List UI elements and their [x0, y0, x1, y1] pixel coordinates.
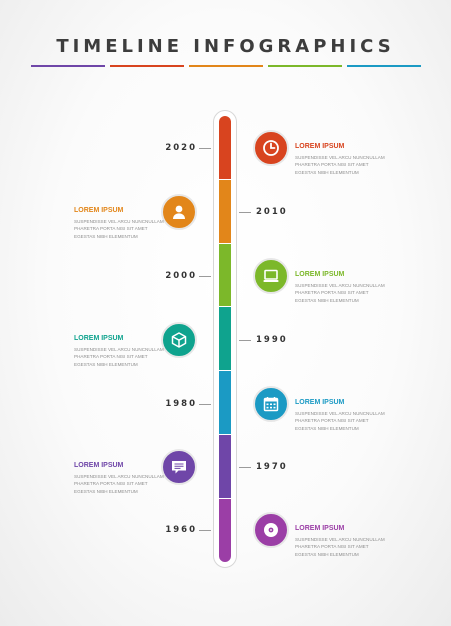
description-line: EGESTAS NIBH ELEMENTUM [74, 233, 138, 239]
timeline-segment-magenta [219, 499, 231, 562]
clock-node [253, 130, 289, 166]
event-heading: LOREM IPSUM [295, 399, 345, 406]
timeline-segment-red [219, 116, 231, 179]
event-description: SUSPENDISSE VEL ARCU NUNCNULLAM PHARETRA … [74, 218, 170, 240]
description-line: SUSPENDISSE VEL ARCU NUNCNULLAM [74, 474, 164, 479]
timeline-segment-orange [219, 180, 231, 243]
chat-node [161, 449, 197, 485]
event-description: SUSPENDISSE VEL ARCU NUNCNULLAM PHARETRA … [295, 282, 391, 304]
description-line: PHARETRA PORTA NISI SIT AMET [295, 544, 369, 550]
event-heading: LOREM IPSUM [74, 335, 124, 342]
description-line: EGESTAS NIBH ELEMENTUM [295, 169, 359, 175]
event-heading: LOREM IPSUM [295, 271, 345, 278]
underline-segment [31, 65, 105, 67]
description-line: PHARETRA PORTA NISI SIT AMET [295, 418, 369, 424]
year-label: 2020 [165, 143, 197, 153]
description-line: EGESTAS NIBH ELEMENTUM [295, 425, 359, 431]
description-line: PHARETRA PORTA NISI SIT AMET [74, 226, 148, 232]
description-line: SUSPENDISSE VEL ARCU NUNCNULLAM [295, 411, 385, 416]
event-text: LOREM IPSUM SUSPENDISSE VEL ARCU NUNCNULL… [295, 398, 391, 432]
cube-node [161, 322, 197, 358]
computer-icon [262, 267, 280, 285]
event-heading: LOREM IPSUM [74, 207, 124, 214]
description-line: PHARETRA PORTA NISI SIT AMET [295, 162, 369, 168]
year-tick [199, 276, 211, 277]
description-line: EGESTAS NIBH ELEMENTUM [74, 361, 138, 367]
year-tick [199, 148, 211, 149]
description-line: PHARETRA PORTA NISI SIT AMET [74, 481, 148, 487]
event-text: LOREM IPSUM SUSPENDISSE VEL ARCU NUNCNULL… [74, 206, 170, 240]
timeline-segment-teal [219, 307, 231, 370]
page-title: TIMELINE INFOGRAPHICS [56, 36, 395, 57]
description-line: EGESTAS NIBH ELEMENTUM [295, 297, 359, 303]
description-line: SUSPENDISSE VEL ARCU NUNCNULLAM [295, 283, 385, 288]
underline-segment [268, 65, 342, 67]
underline-segment [189, 65, 263, 67]
timeline-segment-green [219, 244, 231, 306]
clock-icon [262, 139, 280, 157]
event-description: SUSPENDISSE VEL ARCU NUNCNULLAM PHARETRA … [295, 154, 391, 176]
event-text: LOREM IPSUM SUSPENDISSE VEL ARCU NUNCNULL… [74, 334, 170, 368]
timeline-segment-blue [219, 371, 231, 434]
event-text: LOREM IPSUM SUSPENDISSE VEL ARCU NUNCNULL… [295, 142, 391, 176]
event-description: SUSPENDISSE VEL ARCU NUNCNULLAM PHARETRA … [74, 346, 170, 368]
year-tick [239, 340, 251, 341]
event-heading: LOREM IPSUM [74, 462, 124, 469]
year-tick [239, 467, 251, 468]
description-line: SUSPENDISSE VEL ARCU NUNCNULLAM [74, 347, 164, 352]
year-tick [239, 212, 251, 213]
year-tick [199, 530, 211, 531]
user-icon [170, 203, 188, 221]
disc-icon [262, 521, 280, 539]
description-line: EGESTAS NIBH ELEMENTUM [295, 551, 359, 557]
description-line: SUSPENDISSE VEL ARCU NUNCNULLAM [295, 537, 385, 542]
disc-node [253, 512, 289, 548]
user-node [161, 194, 197, 230]
description-line: SUSPENDISSE VEL ARCU NUNCNULLAM [295, 155, 385, 160]
event-heading: LOREM IPSUM [295, 525, 345, 532]
event-heading: LOREM IPSUM [295, 143, 345, 150]
year-tick [199, 404, 211, 405]
event-description: SUSPENDISSE VEL ARCU NUNCNULLAM PHARETRA … [295, 536, 391, 558]
year-label: 2000 [165, 271, 197, 281]
year-label: 1970 [256, 462, 288, 472]
description-line: PHARETRA PORTA NISI SIT AMET [295, 290, 369, 296]
year-label: 2010 [256, 207, 288, 217]
year-label: 1980 [165, 399, 197, 409]
description-line: PHARETRA PORTA NISI SIT AMET [74, 354, 148, 360]
description-line: EGESTAS NIBH ELEMENTUM [74, 488, 138, 494]
year-label: 1990 [256, 335, 288, 345]
cube-icon [170, 331, 188, 349]
event-text: LOREM IPSUM SUSPENDISSE VEL ARCU NUNCNULL… [295, 270, 391, 304]
description-line: SUSPENDISSE VEL ARCU NUNCNULLAM [74, 219, 164, 224]
event-text: LOREM IPSUM SUSPENDISSE VEL ARCU NUNCNULL… [295, 524, 391, 558]
timeline-segment-purple [219, 435, 231, 498]
year-label: 1960 [165, 525, 197, 535]
underline-segment [347, 65, 421, 67]
calendar-icon [262, 395, 280, 413]
calendar-node [253, 386, 289, 422]
chat-icon [170, 458, 188, 476]
computer-node [253, 258, 289, 294]
event-description: SUSPENDISSE VEL ARCU NUNCNULLAM PHARETRA … [295, 410, 391, 432]
underline-segment [110, 65, 184, 67]
event-text: LOREM IPSUM SUSPENDISSE VEL ARCU NUNCNULL… [74, 461, 170, 495]
event-description: SUSPENDISSE VEL ARCU NUNCNULLAM PHARETRA … [74, 473, 170, 495]
